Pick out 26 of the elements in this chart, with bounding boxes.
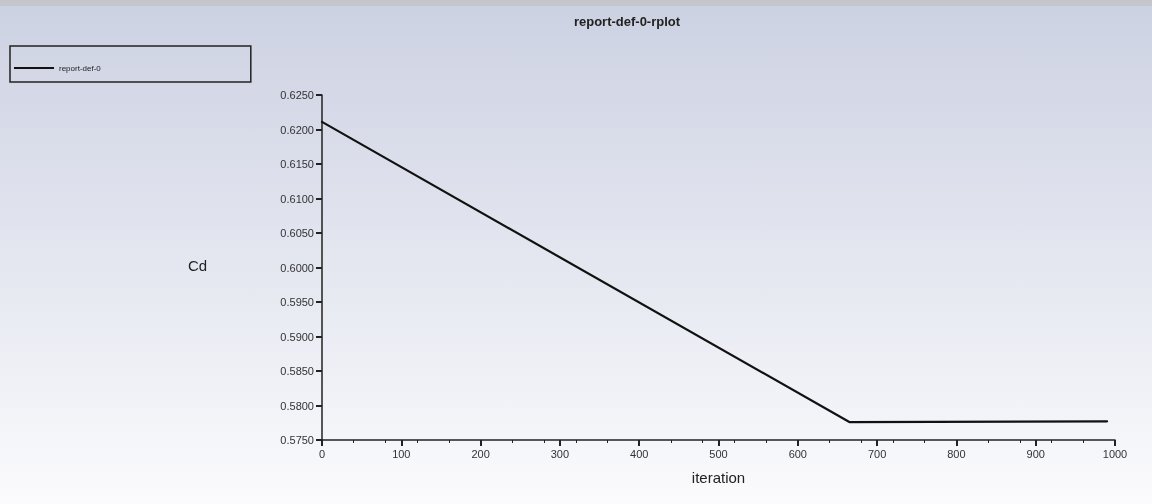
x-tick-label: 200 (471, 447, 490, 460)
y-tick-label: 0.6100 (280, 192, 314, 205)
x-tick-label: 800 (947, 447, 966, 460)
x-tick-label: 900 (1026, 447, 1045, 460)
x-tick-label: 500 (709, 447, 728, 460)
x-axis-title: iteration (691, 469, 746, 486)
y-tick-label: 0.6200 (280, 123, 314, 136)
y-tick-label: 0.6150 (280, 158, 314, 170)
y-axis-title: Cd (188, 257, 208, 274)
x-tick-label: 1000 (1102, 447, 1128, 460)
x-tick-label: 400 (630, 447, 649, 460)
y-tick-label: 0.6050 (280, 227, 314, 239)
y-tick-label: 0.5950 (280, 296, 314, 308)
y-tick-label: 0.5750 (280, 434, 314, 446)
y-tick-label: 0.5900 (280, 330, 314, 343)
x-tick-label: 300 (550, 447, 570, 460)
chart-title: report-def-0-rplot (573, 14, 681, 29)
y-tick-label: 0.5800 (280, 399, 314, 412)
y-tick-label: 0.6250 (280, 89, 314, 101)
x-tick-label: 600 (788, 447, 807, 460)
y-tick-label: 0.6000 (280, 261, 314, 274)
x-tick-label: 700 (867, 447, 887, 460)
x-tick-label: 0 (318, 447, 326, 460)
x-tick-label: 100 (392, 447, 411, 460)
legend-label: report-def-0 (59, 63, 102, 73)
y-tick-label: 0.5850 (280, 365, 314, 377)
